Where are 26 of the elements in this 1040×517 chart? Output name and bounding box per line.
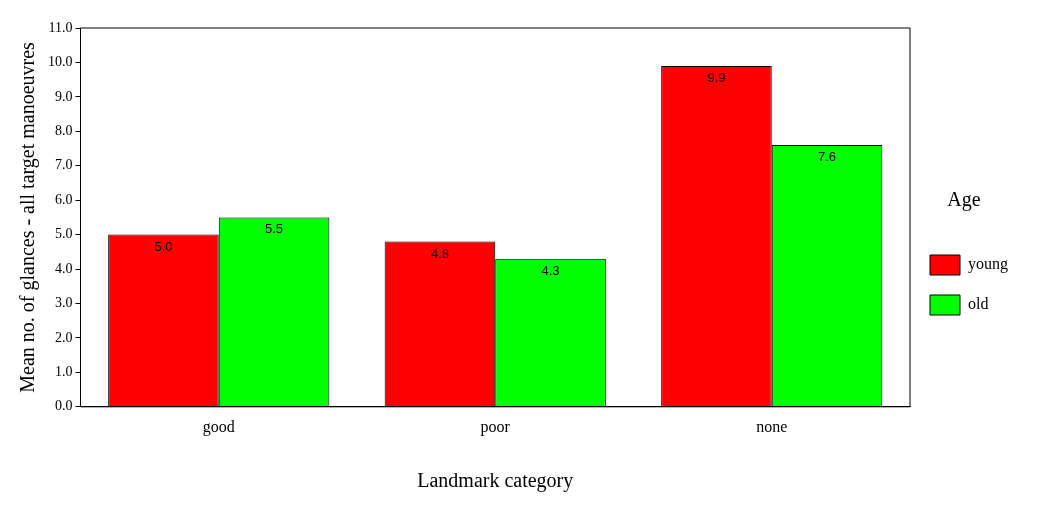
data-label: 4.8 <box>430 245 449 261</box>
y-tick-label: 4.0 <box>55 260 73 276</box>
legend-label: old <box>968 295 989 313</box>
data-label: 9.9 <box>707 69 726 85</box>
data-label: 4.3 <box>541 262 560 278</box>
y-axis-title: Mean no. of glances - all target manoeuvres <box>16 41 40 393</box>
y-tick-label: 6.0 <box>55 191 73 207</box>
y-tick-label: 1.0 <box>55 364 73 380</box>
y-tick-label: 0.0 <box>55 398 73 414</box>
x-axis-title: Landmark category <box>417 469 574 493</box>
y-tick-label: 5.0 <box>55 226 73 242</box>
y-tick-label: 11.0 <box>48 19 73 35</box>
legend-title: Age <box>947 188 981 212</box>
legend-label: young <box>968 255 1008 274</box>
y-tick-label: 9.0 <box>55 88 73 104</box>
data-label: 7.6 <box>818 149 837 165</box>
y-tick-label: 3.0 <box>55 295 73 311</box>
x-tick-label: good <box>202 417 235 436</box>
y-tick-label: 2.0 <box>55 329 73 345</box>
x-tick-label: poor <box>480 417 511 436</box>
data-label: 5.0 <box>154 238 173 254</box>
x-tick-label: none <box>756 417 788 435</box>
y-tick-label: 8.0 <box>55 122 73 138</box>
data-label: 5.5 <box>265 221 284 237</box>
y-tick-label: 10.0 <box>48 54 73 70</box>
y-tick-label: 7.0 <box>55 157 73 173</box>
